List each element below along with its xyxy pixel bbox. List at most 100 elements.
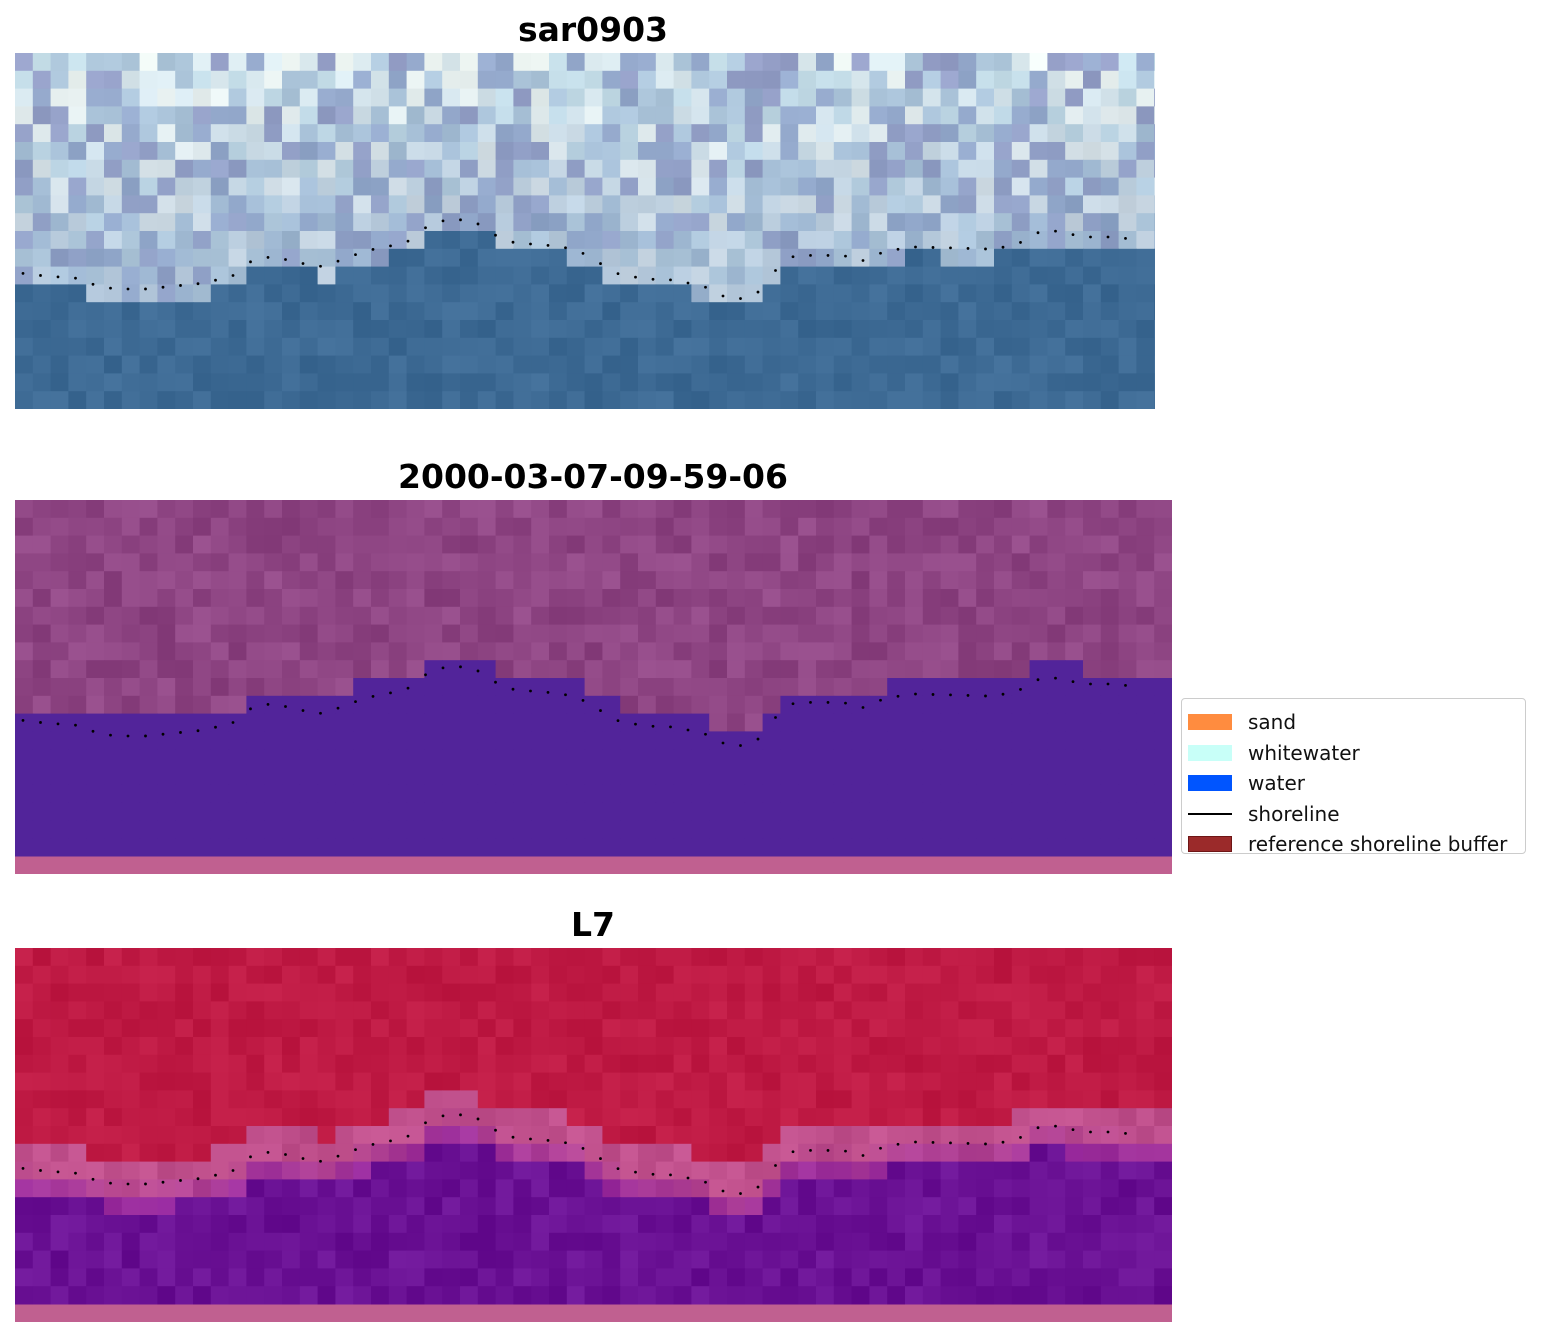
pixel-cell [1136, 355, 1155, 374]
pixel-cell [727, 820, 746, 839]
pixel-cell [371, 820, 390, 839]
pixel-cell [32, 266, 52, 285]
pixel-cell [104, 820, 123, 839]
panel-title-rgb: sar0903 [517, 10, 669, 49]
pixel-cell [780, 535, 799, 554]
pixel-cell [442, 1161, 461, 1180]
pixel-cell [1083, 1072, 1102, 1091]
pixel-cell [1100, 642, 1120, 661]
pixel-cell [388, 1143, 408, 1163]
pixel-cell [157, 660, 176, 679]
pixel-cell [1011, 553, 1031, 572]
pixel-cell [15, 731, 34, 750]
pixel-cell [335, 1250, 354, 1269]
pixel-cell [1047, 1232, 1066, 1252]
pixel-cell [513, 266, 532, 285]
pixel-cell [1154, 231, 1155, 250]
pixel-cell [922, 695, 942, 715]
pixel-cell [709, 1232, 728, 1252]
pixel-cell [371, 983, 390, 1002]
pixel-cell [869, 517, 888, 537]
pixel-cell [531, 213, 550, 232]
pixel-cell [1136, 302, 1155, 321]
pixel-cell [922, 571, 942, 590]
pixel-cell [727, 1179, 746, 1198]
pixel-cell [513, 1090, 532, 1109]
pixel-cell [406, 983, 425, 1002]
pixel-cell [958, 713, 977, 732]
water-swatch [1188, 775, 1232, 792]
pixel-cell [513, 177, 532, 196]
pixel-cell [388, 124, 408, 143]
pixel-cell [638, 731, 657, 750]
shoreline-point [231, 274, 235, 277]
pixel-cell [442, 284, 461, 303]
pixel-cell [887, 1090, 906, 1109]
pixel-cell [994, 784, 1013, 804]
pixel-cell [958, 553, 977, 572]
pixel-cell [1154, 248, 1155, 268]
pixel-cell [744, 695, 764, 715]
pixel-cell [673, 88, 692, 107]
pixel-cell [976, 624, 995, 643]
pixel-cell [744, 500, 764, 519]
pixel-cell [1136, 589, 1155, 608]
pixel-cell [905, 106, 924, 125]
pixel-cell [655, 802, 675, 821]
pixel-cell [50, 642, 69, 661]
pixel-cell [388, 767, 408, 786]
pixel-cell [68, 1197, 87, 1216]
pixel-cell [887, 1019, 906, 1038]
pixel-cell [638, 320, 657, 339]
pixel-cell [317, 1072, 336, 1091]
pixel-cell [1118, 500, 1137, 519]
pixel-cell [371, 337, 390, 357]
pixel-cell [32, 606, 52, 626]
pixel-cell [15, 948, 34, 967]
pixel-cell [15, 642, 34, 661]
pixel-cell [1083, 1090, 1102, 1109]
pixel-cell [1154, 535, 1172, 554]
pixel-cell [816, 500, 835, 519]
pixel-cell [442, 695, 461, 715]
pixel-cell [32, 1143, 52, 1163]
pixel-cell [15, 965, 34, 985]
pixel-cell [994, 284, 1013, 303]
pixel-cell [566, 571, 586, 590]
pixel-cell [655, 1161, 675, 1180]
pixel-cell [798, 195, 817, 214]
pixel-cell [584, 1197, 603, 1216]
rgb-satellite-image [15, 53, 1155, 409]
pixel-cell [121, 1250, 141, 1269]
shoreline-point [529, 242, 532, 246]
pixel-cell [1154, 1286, 1172, 1305]
pixel-cell [442, 1001, 461, 1020]
pixel-cell [193, 660, 212, 679]
pixel-cell [371, 838, 390, 857]
pixel-cell [833, 337, 853, 357]
pixel-cell [282, 838, 301, 857]
shoreline-point [39, 1169, 42, 1172]
pixel-cell [1065, 517, 1084, 537]
pixel-cell [744, 1019, 764, 1038]
pixel-cell [104, 1126, 123, 1145]
pixel-cell [940, 678, 959, 697]
pixel-cell [68, 553, 87, 572]
pixel-cell [549, 517, 568, 537]
pixel-cell [246, 1126, 265, 1145]
pixel-cell [869, 820, 888, 839]
pixel-cell [15, 266, 34, 285]
pixel-cell [566, 1286, 586, 1305]
pixel-cell [317, 1090, 336, 1109]
pixel-cell [477, 802, 497, 821]
pixel-cell [976, 355, 995, 374]
pixel-cell [15, 1054, 34, 1074]
pixel-cell [86, 1215, 105, 1234]
pixel-cell [869, 713, 888, 732]
pixel-cell [940, 767, 959, 786]
pixel-cell [317, 784, 336, 804]
pixel-cell [549, 1232, 568, 1252]
pixel-cell [762, 965, 781, 985]
pixel-cell [922, 606, 942, 626]
pixel-cell [68, 695, 87, 715]
